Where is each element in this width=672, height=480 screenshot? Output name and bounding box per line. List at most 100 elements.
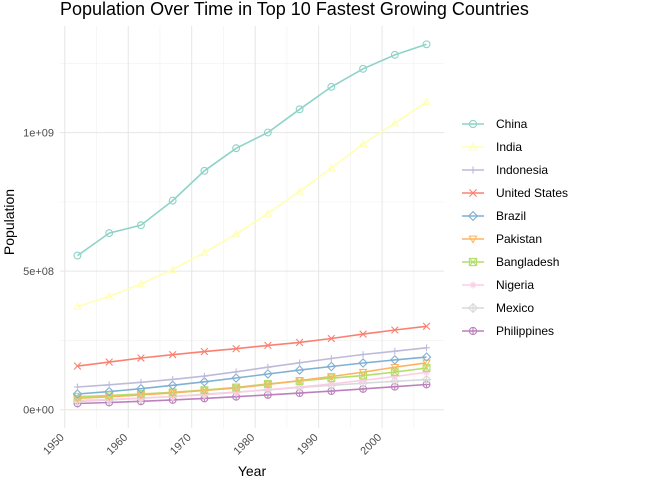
data-point (137, 354, 145, 362)
data-point (390, 368, 399, 377)
data-point (359, 330, 367, 338)
data-point (200, 347, 209, 356)
x-tick-label: 1970 (168, 432, 194, 458)
data-point (391, 347, 399, 355)
data-point (264, 341, 272, 350)
series-line (77, 347, 427, 388)
data-point (104, 291, 114, 300)
legend-key-marker (469, 166, 477, 174)
series-line (77, 356, 427, 395)
data-point (358, 358, 368, 368)
legend-key-marker (467, 210, 479, 222)
legend-key-marker (467, 302, 479, 314)
data-point (263, 128, 272, 137)
data-point (295, 105, 304, 114)
series-markers (72, 40, 432, 408)
legend-item: Brazil (462, 209, 526, 223)
data-point (390, 118, 400, 127)
legend-key-marker (468, 119, 478, 129)
data-point (137, 378, 145, 386)
data-point (136, 383, 146, 394)
legend-label: Indonesia (496, 163, 548, 177)
data-point (327, 355, 335, 362)
data-point (105, 229, 114, 238)
data-point (72, 389, 83, 399)
data-point (263, 208, 273, 217)
data-point (264, 363, 272, 371)
data-point (73, 251, 82, 260)
legend-item: United States (462, 186, 568, 200)
data-point (421, 352, 432, 362)
data-point (199, 376, 210, 387)
data-point (295, 186, 304, 195)
data-point (423, 368, 430, 376)
data-point (422, 364, 431, 372)
data-point (421, 374, 432, 385)
data-point (105, 381, 113, 389)
data-point (200, 387, 209, 396)
data-point (231, 373, 241, 383)
legend-label: Brazil (496, 209, 526, 223)
data-point (232, 368, 240, 376)
legend-key-marker (468, 326, 478, 336)
data-point (294, 365, 305, 375)
data-point (359, 64, 368, 73)
data-point (105, 358, 113, 366)
data-point (326, 361, 337, 372)
data-point (169, 376, 177, 383)
legend-label: Nigeria (496, 278, 534, 292)
legend-label: China (496, 117, 528, 131)
legend-label: Mexico (496, 301, 534, 315)
data-point (263, 381, 273, 389)
data-point (74, 383, 81, 391)
data-point (136, 279, 146, 288)
x-tick-label: 1950 (41, 432, 67, 458)
series-line (77, 101, 427, 308)
data-point (104, 393, 114, 402)
data-point (200, 166, 209, 175)
legend-item: India (462, 140, 522, 154)
data-point (231, 229, 241, 238)
data-point (391, 326, 399, 334)
legend-label: United States (496, 186, 568, 200)
legend: China India Indonesia United States Brazil Pa… (462, 117, 568, 338)
series-line (77, 362, 427, 400)
series-line (77, 325, 427, 367)
data-point (167, 380, 178, 391)
data-point (358, 139, 368, 148)
data-point (295, 377, 304, 386)
series-lines (77, 43, 427, 405)
data-point (295, 338, 304, 347)
legend-item: Mexico (462, 301, 534, 315)
legend-item: Philippines (462, 324, 554, 338)
data-point (232, 344, 240, 353)
data-point (359, 351, 367, 358)
x-tick-label: 1960 (105, 432, 131, 458)
data-point (168, 196, 177, 205)
legend-label: Bangladesh (496, 255, 559, 269)
legend-key-marker (468, 142, 478, 151)
data-point (168, 350, 177, 359)
series-line (77, 43, 427, 257)
data-point (327, 334, 336, 343)
series-line (77, 371, 427, 402)
data-point (200, 248, 209, 256)
x-axis-title: Year (238, 463, 267, 479)
y-tick-label: 1e+09 (23, 128, 54, 140)
data-point (391, 373, 399, 380)
data-point (168, 264, 177, 273)
x-axis-ticks: 1950 1960 1970 1980 1990 2000 (41, 432, 384, 458)
x-tick-label: 1990 (295, 432, 321, 458)
legend-item: Nigeria (462, 278, 534, 292)
legend-item: China (462, 117, 528, 131)
data-point (231, 384, 241, 393)
data-point (168, 389, 177, 398)
legend-key-marker (468, 257, 478, 267)
x-tick-label: 2000 (358, 432, 384, 458)
data-point (327, 373, 336, 381)
legend-key-marker (468, 235, 478, 244)
data-point (327, 163, 336, 172)
grid (60, 26, 444, 428)
data-point (73, 362, 82, 370)
